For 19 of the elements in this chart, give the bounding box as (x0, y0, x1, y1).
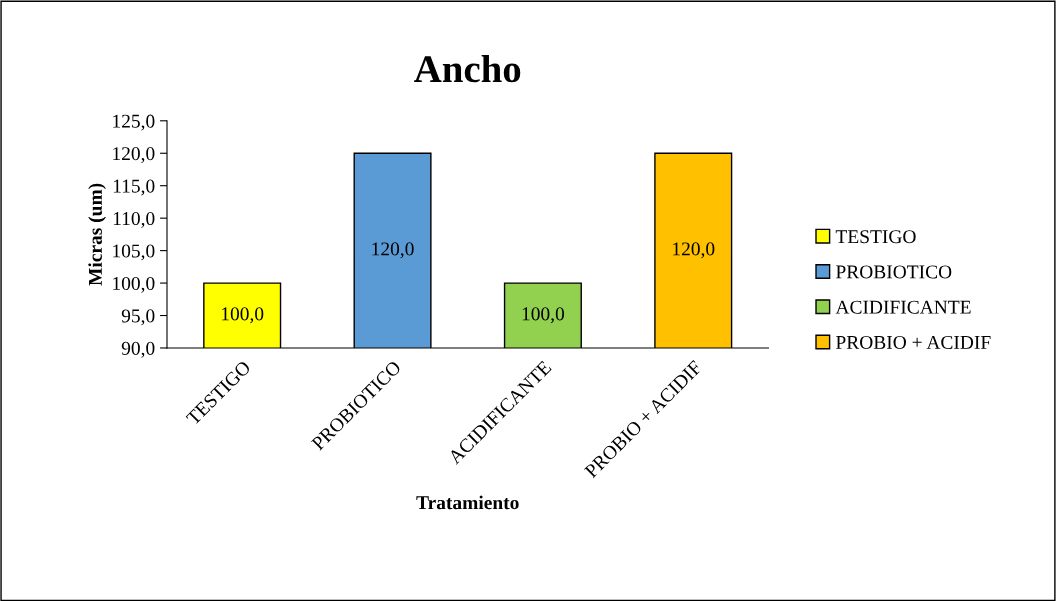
y-tick-label: 105,0 (113, 244, 155, 261)
legend-label: PROBIOTICO (836, 265, 952, 279)
x-axis-title: Tratamiento (416, 495, 519, 510)
y-tick-label: 100,0 (113, 276, 155, 293)
y-tick-label: 125,0 (113, 114, 155, 131)
data-label: 100,0 (522, 307, 565, 324)
legend-label: TESTIGO (835, 230, 916, 244)
y-tick-label: 110,0 (113, 211, 155, 228)
data-label: 120,0 (673, 242, 715, 259)
legend-label: ACIDIFICANTE (835, 300, 971, 314)
y-tick-label: 120,0 (113, 147, 155, 163)
y-tick-label: 90,0 (121, 341, 155, 358)
legend-label: PROBIO + ACIDIF (836, 335, 991, 349)
y-axis-title: Micras (um) (88, 183, 106, 286)
y-tick-label: 95,0 (121, 309, 155, 326)
data-label: 120,0 (372, 242, 414, 259)
chart-title: Ancho (414, 54, 521, 83)
y-tick-label: 115,0 (113, 179, 155, 196)
data-label: 100,0 (222, 307, 264, 324)
